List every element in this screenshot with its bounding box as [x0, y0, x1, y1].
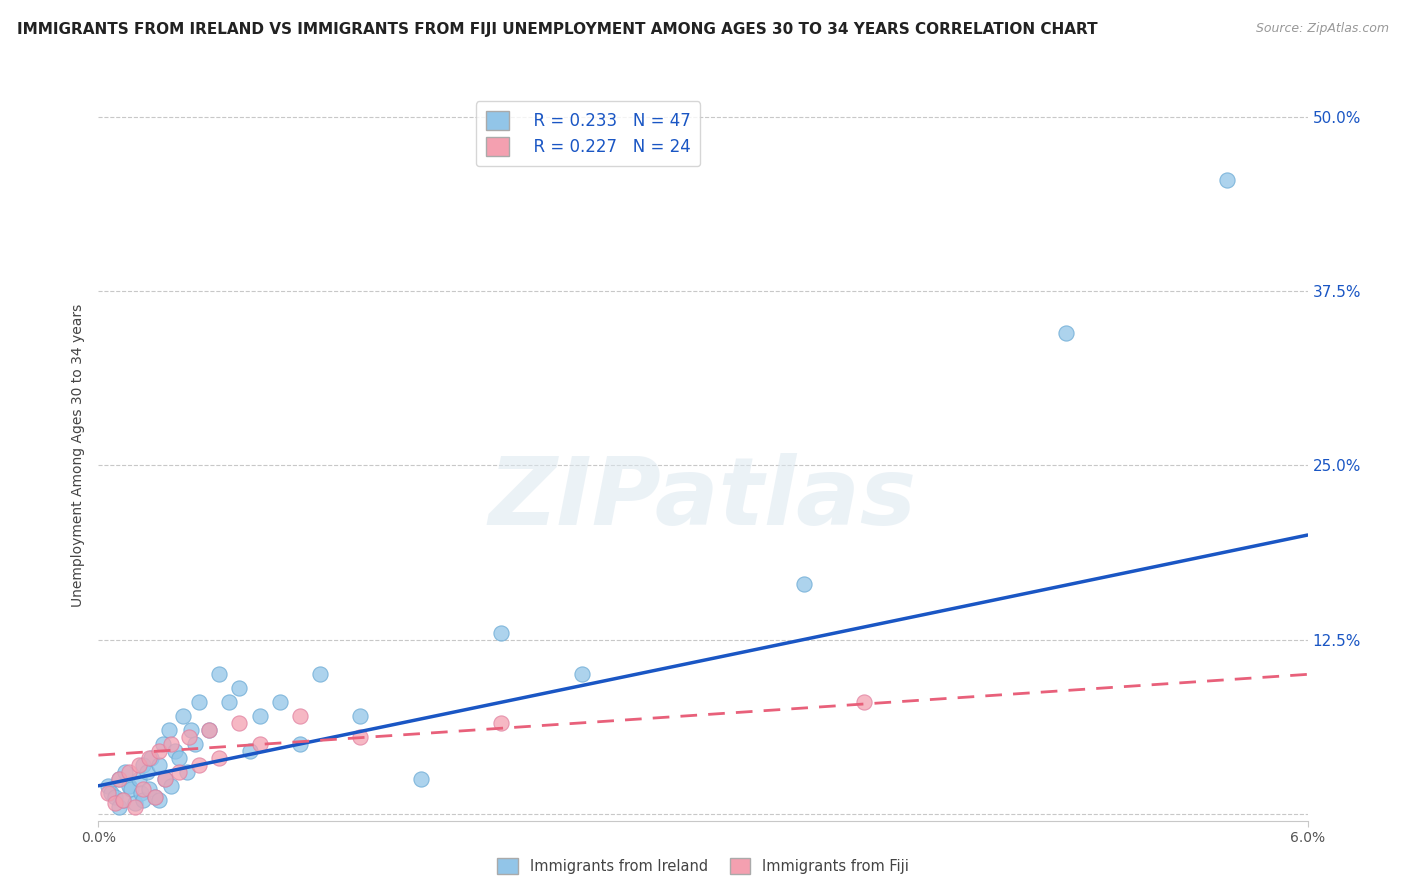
Point [228, 716, 250, 731]
Point [491, 625, 513, 640]
Point [167, 751, 190, 765]
Point [132, 758, 155, 772]
Point [228, 681, 250, 696]
Point [97, 779, 120, 793]
Point [124, 796, 146, 810]
Point [288, 737, 311, 751]
Point [249, 709, 271, 723]
Point [143, 789, 166, 804]
Point [184, 737, 207, 751]
Point [107, 799, 129, 814]
Text: ZIPatlas: ZIPatlas [489, 453, 917, 545]
Point [491, 716, 513, 731]
Point [853, 695, 876, 709]
Point [167, 764, 190, 779]
Point [97, 786, 120, 800]
Point [208, 667, 231, 681]
Point [153, 772, 176, 786]
Point [793, 576, 815, 591]
Point [239, 744, 262, 758]
Point [139, 751, 162, 765]
Point [138, 781, 160, 796]
Point [160, 737, 183, 751]
Point [218, 695, 240, 709]
Point [157, 723, 180, 737]
Point [128, 772, 150, 786]
Point [349, 709, 371, 723]
Point [160, 779, 183, 793]
Point [111, 793, 134, 807]
Point [103, 796, 125, 810]
Point [176, 764, 198, 779]
Point [153, 772, 176, 786]
Point [100, 786, 122, 800]
Point [198, 723, 221, 737]
Point [571, 667, 593, 681]
Point [118, 779, 141, 793]
Point [188, 758, 211, 772]
Point [107, 772, 129, 786]
Point [128, 758, 150, 772]
Point [143, 789, 166, 804]
Point [188, 695, 211, 709]
Point [249, 737, 271, 751]
Point [107, 772, 129, 786]
Text: IMMIGRANTS FROM IRELAND VS IMMIGRANTS FROM FIJI UNEMPLOYMENT AMONG AGES 30 TO 34: IMMIGRANTS FROM IRELAND VS IMMIGRANTS FR… [17, 22, 1098, 37]
Point [135, 764, 157, 779]
Point [111, 793, 134, 807]
Point [129, 786, 152, 800]
Point [152, 737, 174, 751]
Point [349, 730, 371, 744]
Point [1054, 326, 1077, 340]
Point [180, 723, 202, 737]
Point [288, 709, 311, 723]
Point [163, 744, 186, 758]
Point [198, 723, 221, 737]
Point [148, 744, 170, 758]
Legend: Immigrants from Ireland, Immigrants from Fiji: Immigrants from Ireland, Immigrants from… [492, 852, 914, 880]
Point [103, 789, 125, 804]
Point [132, 781, 155, 796]
Point [120, 781, 142, 796]
Point [114, 764, 136, 779]
Point [208, 751, 231, 765]
Point [409, 772, 432, 786]
Point [148, 758, 170, 772]
Y-axis label: Unemployment Among Ages 30 to 34 years: Unemployment Among Ages 30 to 34 years [72, 303, 86, 607]
Point [309, 667, 332, 681]
Text: Source: ZipAtlas.com: Source: ZipAtlas.com [1256, 22, 1389, 36]
Point [132, 793, 155, 807]
Point [269, 695, 291, 709]
Point [1216, 173, 1239, 187]
Point [118, 764, 141, 779]
Point [172, 709, 194, 723]
Point [148, 793, 170, 807]
Point [124, 799, 146, 814]
Point [138, 751, 160, 765]
Legend:   R = 0.233   N = 47,   R = 0.227   N = 24: R = 0.233 N = 47, R = 0.227 N = 24 [475, 101, 700, 166]
Point [179, 730, 201, 744]
